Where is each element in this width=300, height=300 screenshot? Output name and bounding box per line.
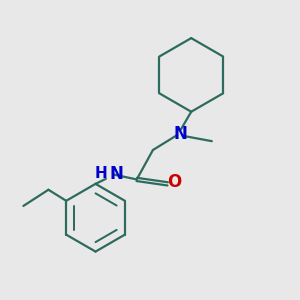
Text: N: N [174, 125, 188, 143]
Text: O: O [167, 173, 181, 191]
Text: N: N [110, 165, 124, 183]
Text: H: H [94, 166, 107, 181]
